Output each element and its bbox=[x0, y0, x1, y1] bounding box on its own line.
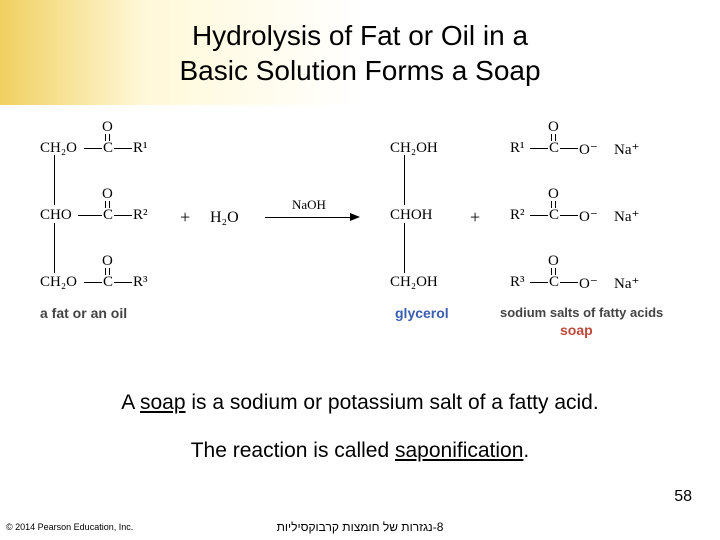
plus-2: + bbox=[470, 207, 480, 228]
trig-c3: C bbox=[103, 274, 113, 291]
glyc-row3: CH₂OH bbox=[390, 274, 438, 291]
soap-r3: R³ bbox=[510, 274, 525, 291]
caption-fat-oil: a fat or an oil bbox=[40, 305, 127, 321]
soap-o-minus1: O⁻ bbox=[579, 140, 598, 159]
soap-na3: Na⁺ bbox=[614, 274, 639, 293]
soap-o-minus2: O⁻ bbox=[579, 207, 598, 226]
trig-r1: R¹ bbox=[133, 140, 148, 157]
trig-o3: O bbox=[102, 253, 113, 270]
soap-na2: Na⁺ bbox=[614, 207, 639, 226]
glyc-row2: CHOH bbox=[390, 207, 433, 224]
caption-sodium-salts: sodium salts of fatty acids bbox=[500, 305, 663, 320]
slide-title: Hydrolysis of Fat or Oil in a Basic Solu… bbox=[179, 18, 540, 88]
glyc-row1: CH₂OH bbox=[390, 140, 438, 157]
trig-c2: C bbox=[103, 207, 113, 224]
water: H₂O bbox=[210, 209, 239, 227]
reaction-diagram: CH₂O C O R¹ CHO C O R² CH₂O C O R³ a fat… bbox=[0, 125, 720, 385]
page-number: 58 bbox=[674, 488, 692, 506]
soap-word: soap bbox=[140, 391, 186, 414]
plus-1: + bbox=[180, 207, 190, 228]
definition-line: A soap is a sodium or potassium salt of … bbox=[0, 391, 720, 415]
soap-c2: C bbox=[549, 207, 559, 224]
soap-o-top1: O bbox=[548, 119, 559, 136]
title-banner: Hydrolysis of Fat or Oil in a Basic Solu… bbox=[0, 0, 720, 105]
saponification-line: The reaction is called saponification. bbox=[0, 439, 720, 463]
soap-o-top2: O bbox=[548, 186, 559, 203]
caption-soap: soap bbox=[560, 322, 593, 338]
trig-r2: R² bbox=[133, 207, 148, 224]
soap-r2: R² bbox=[510, 207, 525, 224]
caption-glycerol: glycerol bbox=[395, 305, 449, 321]
trig-o2: O bbox=[102, 186, 113, 203]
reagent-naoh: NaOH bbox=[292, 197, 326, 213]
soap-r1: R¹ bbox=[510, 140, 525, 157]
soap-na1: Na⁺ bbox=[614, 140, 639, 159]
trig-row1-left: CH₂O bbox=[40, 140, 77, 157]
saponification-word: saponification bbox=[395, 439, 523, 462]
soap-o-minus3: O⁻ bbox=[579, 274, 598, 293]
copyright: © 2014 Pearson Education, Inc. bbox=[6, 522, 133, 532]
trig-c1: C bbox=[103, 140, 113, 157]
soap-o-top3: O bbox=[548, 253, 559, 270]
soap-c1: C bbox=[549, 140, 559, 157]
trig-row2-left: CHO bbox=[40, 207, 72, 224]
soap-c3: C bbox=[549, 274, 559, 291]
trig-row3-left: CH₂O bbox=[40, 274, 77, 291]
trig-o1: O bbox=[102, 119, 113, 136]
footer-hebrew: 8-נגזרות של חומצות קרבוקסיליות bbox=[277, 520, 444, 534]
trig-r3: R³ bbox=[133, 274, 148, 291]
